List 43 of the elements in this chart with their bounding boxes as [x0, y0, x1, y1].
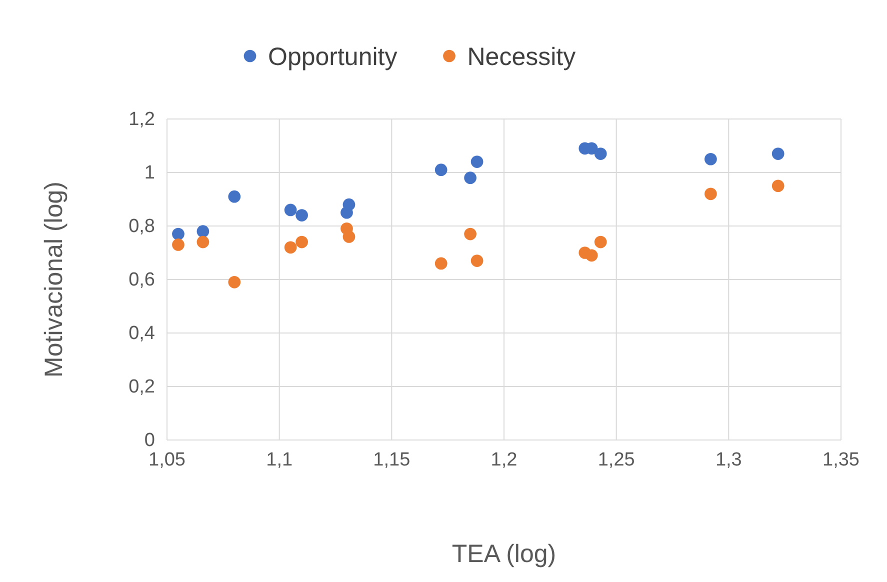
point	[594, 148, 607, 160]
point	[342, 230, 356, 243]
x-tick-label: 1,1	[266, 449, 293, 470]
y-tick-label: 0,6	[128, 270, 155, 291]
point	[464, 172, 476, 184]
y-tick-label: 0	[144, 430, 155, 452]
x-tick-label: 1,2	[490, 449, 518, 470]
point	[284, 241, 297, 254]
point	[772, 148, 784, 160]
point	[296, 209, 308, 222]
y-tick-label: 0,2	[128, 376, 155, 398]
point	[172, 238, 184, 251]
point	[704, 188, 717, 200]
point	[704, 152, 717, 166]
y-tick-label: 0,4	[128, 323, 156, 344]
point	[196, 225, 210, 238]
point	[284, 204, 297, 216]
y-tick-label: 1,2	[128, 109, 155, 130]
point	[434, 257, 448, 270]
point	[196, 236, 210, 248]
point	[296, 236, 308, 248]
x-tick-label: 1,25	[598, 449, 635, 470]
point	[585, 249, 598, 262]
point	[434, 164, 448, 176]
point	[464, 228, 476, 240]
x-tick-label: 1,35	[822, 449, 860, 470]
legend-label: Necessity	[467, 43, 576, 71]
point	[470, 156, 484, 168]
y-tick-label: 0,8	[128, 216, 155, 238]
point	[342, 198, 356, 211]
x-axis-title: TEA (log)	[452, 540, 556, 568]
x-tick-label: 1,05	[148, 449, 186, 470]
x-tick-label: 1,3	[715, 449, 742, 470]
point	[594, 236, 607, 248]
y-tick-label: 1	[144, 162, 155, 184]
point	[228, 190, 241, 203]
y-axis-title: Motivacional (log)	[40, 182, 68, 378]
point	[470, 254, 484, 267]
x-tick-label: 1,15	[373, 449, 410, 470]
point	[228, 276, 241, 288]
point	[772, 180, 784, 192]
legend-label: Opportunity	[268, 43, 398, 71]
point	[172, 228, 184, 240]
